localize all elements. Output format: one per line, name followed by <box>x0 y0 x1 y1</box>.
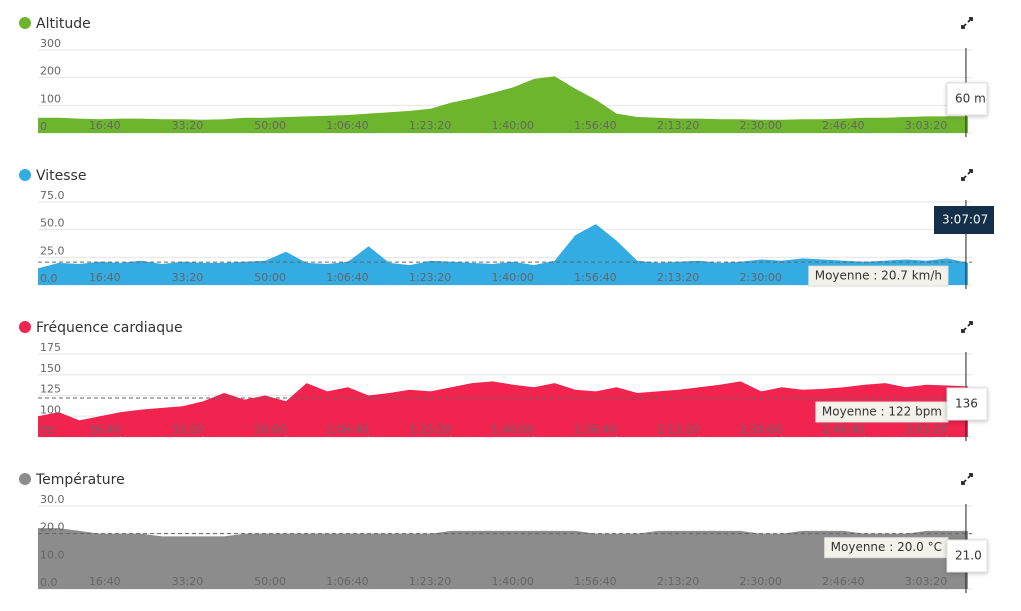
x-tick-label: 2:30:00 <box>739 423 781 436</box>
cursor-time: 3:07:07 <box>942 213 988 227</box>
y-tick-label: 75.0 <box>40 189 65 202</box>
x-tick-label: 2:13:20 <box>657 575 699 588</box>
x-tick-label: 2:30:00 <box>739 119 781 132</box>
x-tick-label: 1:56:40 <box>574 119 616 132</box>
x-tick-label: 1:40:00 <box>492 423 534 436</box>
y-tick-label: 75 <box>40 424 54 437</box>
x-tick-label: 1:40:00 <box>492 575 534 588</box>
tooltip-bg <box>946 387 988 421</box>
x-tick-label: 2:13:20 <box>657 423 699 436</box>
x-tick-label: 2:46:40 <box>822 575 864 588</box>
expand-button[interactable] <box>961 169 973 181</box>
legend-dot <box>19 17 31 29</box>
x-tick-label: 16:40 <box>89 423 121 436</box>
x-tick-label: 1:06:40 <box>326 271 368 284</box>
x-tick-label: 50:00 <box>254 271 286 284</box>
chart-title: Température <box>35 472 125 488</box>
expand-icon <box>961 169 973 181</box>
mean-label: Moyenne : 122 bpm <box>815 401 949 423</box>
y-tick-label: 150 <box>40 362 61 375</box>
area <box>38 381 968 437</box>
expand-icon <box>961 321 973 333</box>
legend-dot <box>19 473 31 485</box>
x-tick-label: 1:40:00 <box>492 271 534 284</box>
x-tick-label: 2:30:00 <box>739 575 781 588</box>
y-tick-label: 300 <box>40 37 61 50</box>
x-tick-label: 16:40 <box>89 119 121 132</box>
x-tick-label: 50:00 <box>254 423 286 436</box>
y-tick-label: 0 <box>40 120 47 133</box>
chart-title: Fréquence cardiaque <box>36 320 183 336</box>
y-tick-label: 25.0 <box>40 244 65 257</box>
chart-title: Altitude <box>36 16 91 32</box>
expand-icon <box>961 473 973 485</box>
y-tick-label: 125 <box>40 383 61 396</box>
tooltip-text: 136 <box>955 397 978 411</box>
expand-button[interactable] <box>961 473 973 485</box>
legend-dot <box>19 169 31 181</box>
y-tick-label: 100 <box>40 92 61 105</box>
x-tick-label: 3:03:20 <box>905 575 947 588</box>
x-tick-label: 50:00 <box>254 575 286 588</box>
y-tick-label: 10.0 <box>40 548 65 561</box>
chart-title: Vitesse <box>36 168 86 184</box>
x-tick-label: 50:00 <box>254 119 286 132</box>
expand-button[interactable] <box>961 17 973 29</box>
expand-button[interactable] <box>961 321 973 333</box>
mean-label: Moyenne : 20.7 km/h <box>808 265 949 287</box>
tooltip-bg <box>946 539 988 573</box>
mean-label: Moyenne : 20.0 °C <box>824 537 949 559</box>
y-tick-label: 175 <box>40 341 61 354</box>
y-tick-label: 20.0 <box>40 521 65 534</box>
x-tick-label: 16:40 <box>89 271 121 284</box>
y-tick-label: 0.0 <box>40 576 58 589</box>
x-tick-label: 1:23:20 <box>409 423 451 436</box>
x-tick-label: 1:23:20 <box>409 575 451 588</box>
x-tick-label: 2:30:00 <box>739 271 781 284</box>
x-tick-label: 2:13:20 <box>657 271 699 284</box>
area <box>38 76 968 133</box>
tooltip-text: 21.0 <box>955 549 982 563</box>
legend-dot <box>19 321 31 333</box>
x-tick-label: 2:46:40 <box>822 119 864 132</box>
x-tick-label: 1:06:40 <box>326 575 368 588</box>
x-tick-label: 1:23:20 <box>409 271 451 284</box>
x-tick-label: 33:20 <box>172 119 204 132</box>
mean-label-text: Moyenne : 20.7 km/h <box>815 269 942 283</box>
y-tick-label: 0.0 <box>40 272 58 285</box>
y-tick-label: 100 <box>40 403 61 416</box>
area <box>38 224 968 285</box>
x-tick-label: 1:23:20 <box>409 119 451 132</box>
mean-label-bg <box>808 265 949 287</box>
y-tick-label: 200 <box>40 65 61 78</box>
x-tick-label: 1:56:40 <box>574 575 616 588</box>
x-tick-label: 1:06:40 <box>326 119 368 132</box>
x-tick-label: 1:56:40 <box>574 271 616 284</box>
x-tick-label: 33:20 <box>172 271 204 284</box>
cursor-time-bg <box>934 206 994 234</box>
x-tick-label: 16:40 <box>89 575 121 588</box>
x-tick-label: 3:03:20 <box>905 119 947 132</box>
tooltip-bg <box>946 82 988 116</box>
y-tick-label: 30.0 <box>40 493 65 506</box>
x-tick-label: 1:40:00 <box>492 119 534 132</box>
x-tick-label: 1:06:40 <box>326 423 368 436</box>
expand-icon <box>961 17 973 29</box>
x-tick-label: 33:20 <box>172 575 204 588</box>
mean-label-text: Moyenne : 20.0 °C <box>831 540 942 554</box>
mean-label-text: Moyenne : 122 bpm <box>822 404 942 418</box>
y-tick-label: 50.0 <box>40 217 65 230</box>
x-tick-label: 33:20 <box>172 423 204 436</box>
x-tick-label: 2:13:20 <box>657 119 699 132</box>
x-tick-label: 1:56:40 <box>574 423 616 436</box>
x-tick-label: 3:03:20 <box>905 423 947 436</box>
tooltip-text: 60 m <box>955 92 986 106</box>
x-tick-label: 2:46:40 <box>822 423 864 436</box>
area <box>38 528 968 589</box>
